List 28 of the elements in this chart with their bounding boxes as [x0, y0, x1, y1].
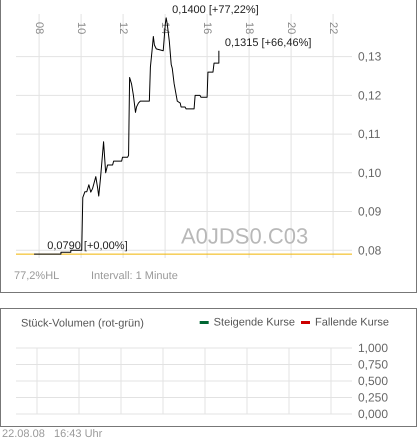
annotation: 0,1400 [+77,22%] [172, 4, 259, 16]
y-tick-label: 1,000 [358, 341, 388, 355]
text: 22.08.08 16:43 Uhr [2, 428, 102, 440]
x-tick-label: 08 [33, 22, 46, 34]
x-tick-label: 16 [201, 22, 214, 34]
y-tick-label: 0,08 [358, 243, 382, 258]
text: Intervall: 1 Minute [91, 270, 178, 282]
text: 77,2%HL [14, 270, 60, 282]
y-tick-label: 0,250 [358, 390, 388, 404]
y-tick-label: 0,13 [358, 50, 382, 64]
x-tick-label: 12 [117, 22, 130, 34]
y-tick-label: 0,500 [358, 374, 388, 388]
x-tick-label: 20 [285, 22, 298, 34]
annotation: 0,1315 [+66,46%] [224, 36, 312, 49]
annotation: 0,0790 [+0,00%] [47, 240, 128, 252]
annotation: A0JDS0.C03 [181, 224, 308, 248]
x-tick-label: 18 [243, 22, 256, 34]
x-tick-label: 10 [75, 22, 88, 34]
legend-label: Steigende Kurse [214, 316, 296, 328]
chart-title: Stück-Volumen (rot-grün) [21, 318, 144, 330]
y-tick-label: 0,09 [358, 204, 382, 219]
y-tick-label: 0,10 [358, 166, 382, 180]
x-tick-label: 22 [327, 22, 340, 34]
y-tick-label: 0,000 [358, 407, 388, 421]
y-tick-label: 0,750 [358, 358, 388, 372]
y-tick-label: 0,11 [358, 127, 381, 142]
legend-label: Fallende Kurse [315, 316, 390, 328]
y-tick-label: 0,12 [358, 88, 382, 102]
